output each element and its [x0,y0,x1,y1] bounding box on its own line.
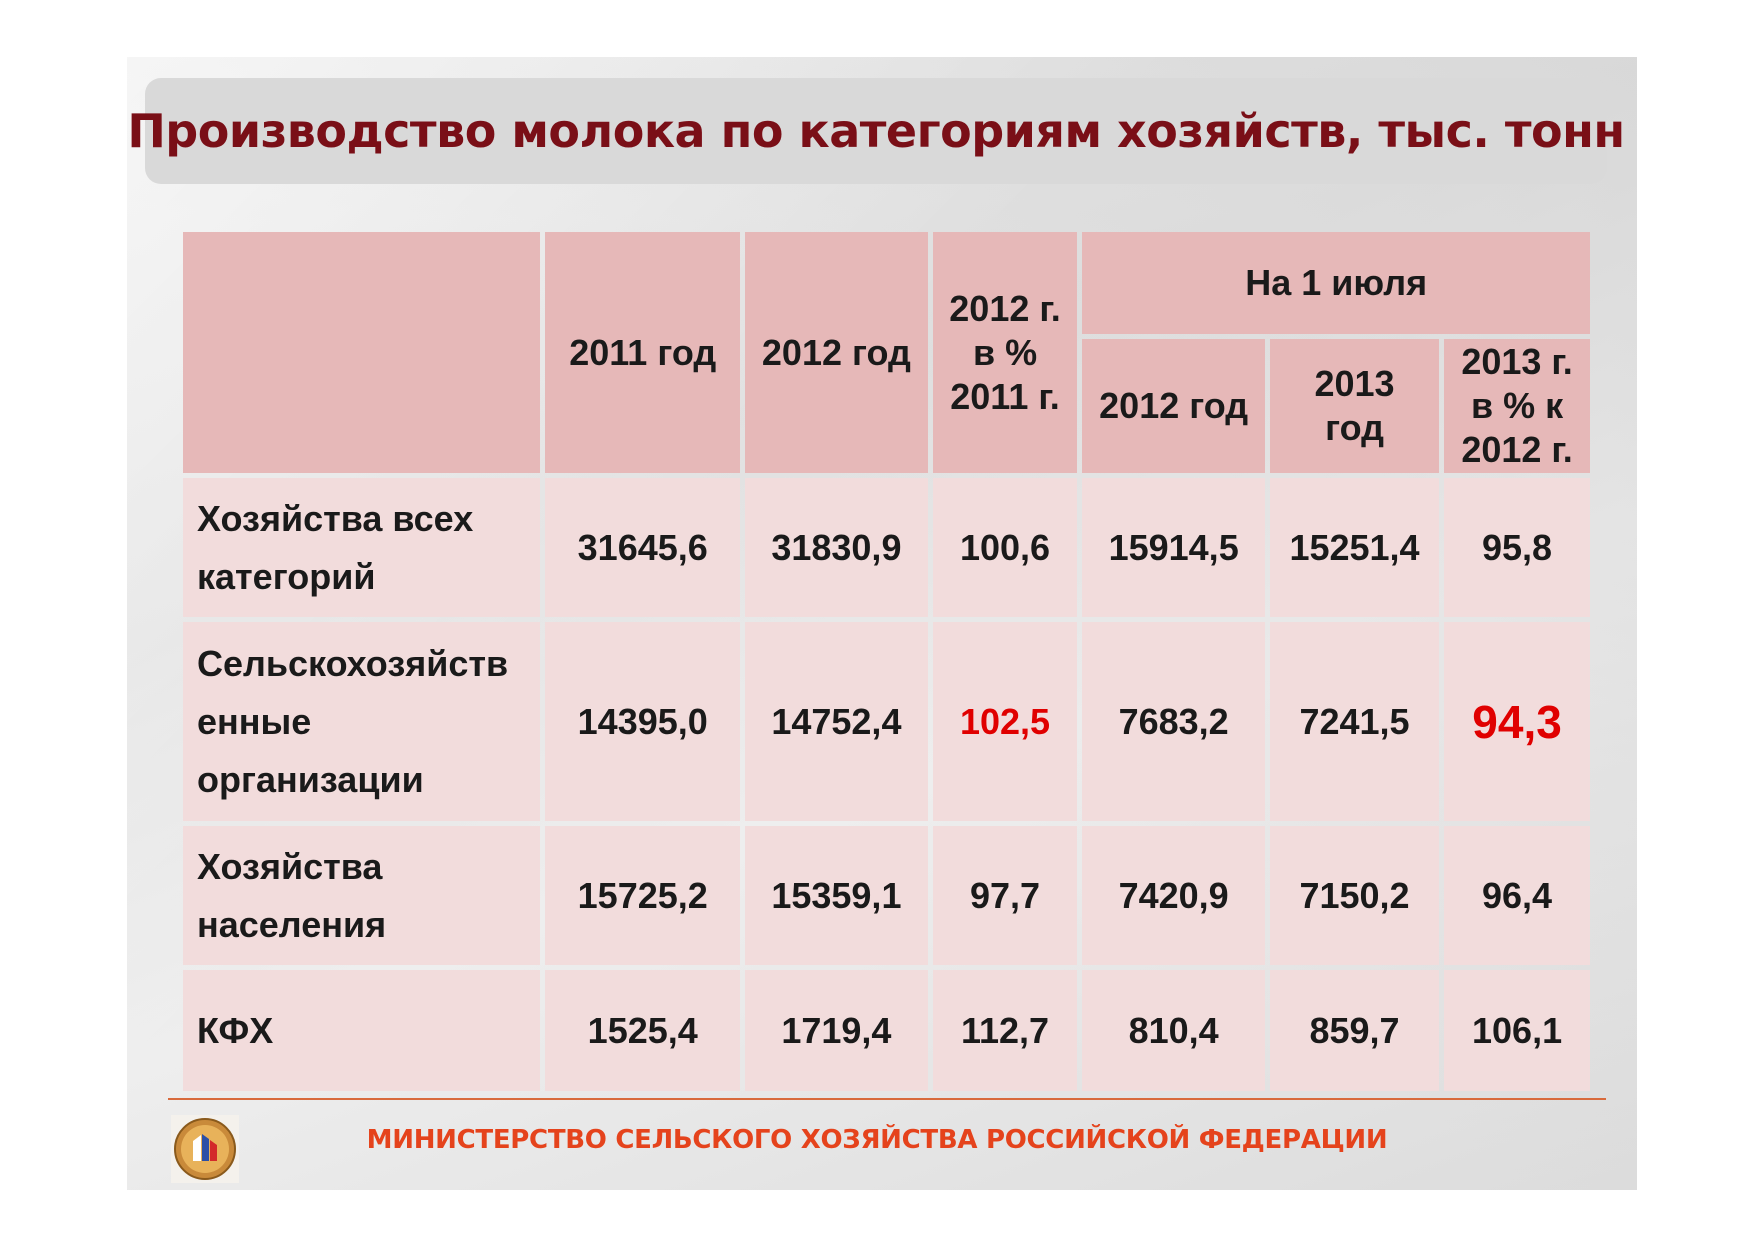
cell-pct: 112,7 [932,970,1078,1091]
row-label: Сельскохозяйств енные организации [183,622,541,822]
row-label-line: енные [197,700,312,742]
header-group-july: На 1 июля [1082,232,1590,334]
header-july-pct-line2: в % к [1470,385,1564,426]
table-row: КФХ 1525,4 1719,4 112,7 810,4 859,7 106,… [183,970,1590,1091]
ministry-emblem-icon [171,1115,239,1183]
cell-2011: 31645,6 [545,478,741,618]
cell-july-2012: 810,4 [1082,970,1265,1091]
header-pct-line1: 2012 г. [949,287,1061,329]
cell-2011: 14395,0 [545,622,741,822]
cell-2012: 31830,9 [745,478,928,618]
header-july-pct-line1: 2013 г. [1461,341,1573,382]
header-2012: 2012 год [745,232,928,473]
row-label-line: КФХ [197,1009,274,1051]
row-label-line: Хозяйства всех [197,497,474,539]
header-pct-2012-2011: 2012 г. в % 2011 г. [932,232,1078,473]
row-label: КФХ [183,970,541,1091]
cell-2012: 1719,4 [745,970,928,1091]
header-july-2013-line1: 2013 [1314,363,1395,404]
row-label-line: организации [197,758,424,800]
row-label-line: населения [197,903,387,945]
cell-july-2012: 7683,2 [1082,622,1265,822]
cell-july-2012: 15914,5 [1082,478,1265,618]
table-row: Хозяйства населения 15725,2 15359,1 97,7… [183,826,1590,966]
cell-july-pct: 96,4 [1444,826,1590,966]
cell-july-2013: 7241,5 [1269,622,1440,822]
row-label: Хозяйства населения [183,826,541,966]
footer-ministry-name: МИНИСТЕРСТВО СЕЛЬСКОГО ХОЗЯЙСТВА РОССИЙС… [366,1125,1388,1155]
cell-2012: 14752,4 [745,622,928,822]
cell-july-pct: 106,1 [1444,970,1590,1091]
header-corner-cell [183,232,541,473]
header-2011: 2011 год [545,232,741,473]
milk-production-table: 2011 год 2012 год 2012 г. в % 2011 г. На… [178,227,1595,1096]
header-july-pct-line3: 2012 г. [1461,429,1573,470]
title-bar: Производство молока по категориям хозяйс… [127,78,1625,184]
header-july-2013-line2: год [1325,407,1384,448]
cell-2011: 15725,2 [545,826,741,966]
table-row: Хозяйства всех категорий 31645,6 31830,9… [183,478,1590,618]
cell-july-2013: 7150,2 [1269,826,1440,966]
table-row: Сельскохозяйств енные организации 14395,… [183,622,1590,822]
row-label: Хозяйства всех категорий [183,478,541,618]
header-july-pct: 2013 г. в % к 2012 г. [1444,339,1590,473]
cell-2012: 15359,1 [745,826,928,966]
cell-july-2012: 7420,9 [1082,826,1265,966]
header-pct-line2: в % [972,331,1038,373]
row-label-line: Хозяйства [197,845,383,887]
cell-pct-highlight: 102,5 [932,622,1078,822]
cell-july-2013: 15251,4 [1269,478,1440,618]
cell-pct: 97,7 [932,826,1078,966]
row-label-line: Сельскохозяйств [197,642,509,684]
header-july-2013: 2013 год [1269,339,1440,473]
row-label-line: категорий [197,555,376,597]
cell-july-pct: 95,8 [1444,478,1590,618]
cell-pct: 100,6 [932,478,1078,618]
cell-2011: 1525,4 [545,970,741,1091]
cell-july-pct-highlight: 94,3 [1444,622,1590,822]
page-title: Производство молока по категориям хозяйс… [127,104,1625,158]
cell-july-2013: 859,7 [1269,970,1440,1091]
header-pct-line3: 2011 г. [950,375,1060,417]
header-july-2012: 2012 год [1082,339,1265,473]
footer-divider [168,1098,1606,1100]
